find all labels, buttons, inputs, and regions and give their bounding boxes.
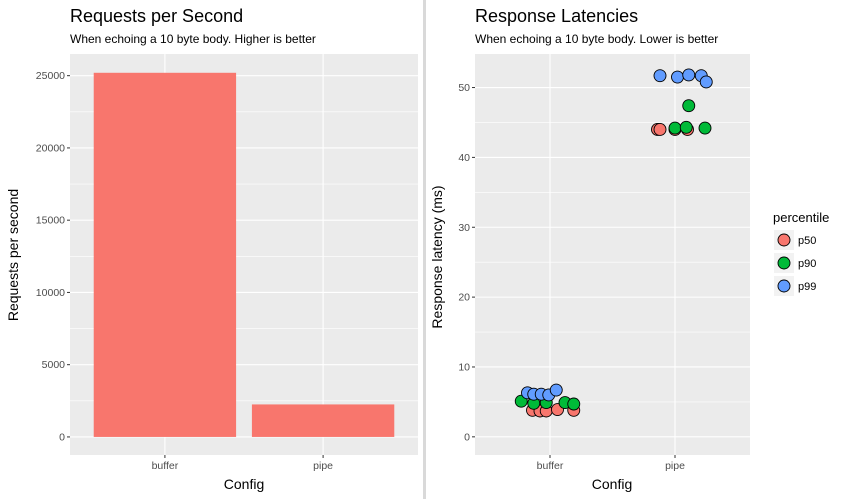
y-tick-label: 0	[464, 431, 470, 443]
point-p90-buffer	[567, 397, 581, 411]
point-p99-pipe	[699, 75, 713, 89]
y-axis-title: Response latency (ms)	[429, 185, 445, 328]
x-axis-title: Config	[592, 476, 632, 492]
legend-item-p90: p90	[774, 253, 816, 273]
legend-label: p90	[798, 258, 816, 270]
y-axis-title: Requests per second	[5, 189, 21, 321]
point-p90-pipe	[698, 121, 712, 135]
bar-buffer	[93, 72, 237, 437]
y-tick-label: 20000	[36, 142, 65, 154]
legend-label: p99	[798, 281, 816, 293]
chart-title: Response Latencies	[475, 6, 638, 26]
chart-subtitle: When echoing a 10 byte body. Higher is b…	[70, 32, 316, 46]
point-p99-pipe	[682, 68, 696, 82]
requests-chart: Requests per Second When echoing a 10 by…	[5, 6, 418, 492]
point-p99-pipe	[653, 69, 667, 83]
x-tick-label: buffer	[537, 460, 564, 472]
x-tick-label: buffer	[152, 460, 179, 472]
legend-item-p99: p99	[774, 276, 816, 296]
point-p50-pipe	[653, 122, 667, 136]
chart-subtitle: When echoing a 10 byte body. Lower is be…	[475, 32, 718, 46]
chart-title: Requests per Second	[70, 6, 243, 26]
legend-item-p50: p50	[774, 230, 816, 250]
y-tick-label: 15000	[36, 215, 65, 227]
y-tick-label: 10000	[36, 287, 65, 299]
x-tick-label: pipe	[313, 460, 333, 472]
point-p90-pipe	[679, 120, 693, 134]
panel-divider	[423, 0, 426, 499]
y-tick-label: 30	[458, 222, 470, 234]
y-tick-label: 50	[458, 82, 470, 94]
legend-title: percentile	[773, 210, 829, 225]
legend-marker	[777, 279, 791, 293]
latency-chart: Response Latencies When echoing a 10 byt…	[429, 6, 829, 492]
legend-marker	[777, 233, 791, 247]
legend-marker	[777, 256, 791, 270]
point-p90-pipe	[668, 121, 682, 135]
plot-panel	[475, 54, 750, 455]
x-tick-label: pipe	[665, 460, 685, 472]
y-tick-label: 5000	[42, 359, 66, 371]
legend-label: p50	[798, 235, 816, 247]
bar-pipe	[251, 404, 395, 437]
point-p99-pipe	[671, 70, 684, 84]
y-tick-label: 0	[59, 431, 65, 443]
legend: percentile p50 p90 p99	[773, 210, 829, 296]
point-p90-pipe	[682, 99, 696, 113]
x-axis-title: Config	[224, 476, 264, 492]
y-tick-label: 10	[458, 361, 470, 373]
y-tick-label: 25000	[36, 70, 65, 82]
y-tick-label: 20	[458, 292, 470, 304]
point-p99-buffer	[549, 383, 563, 397]
y-tick-label: 40	[458, 152, 470, 164]
